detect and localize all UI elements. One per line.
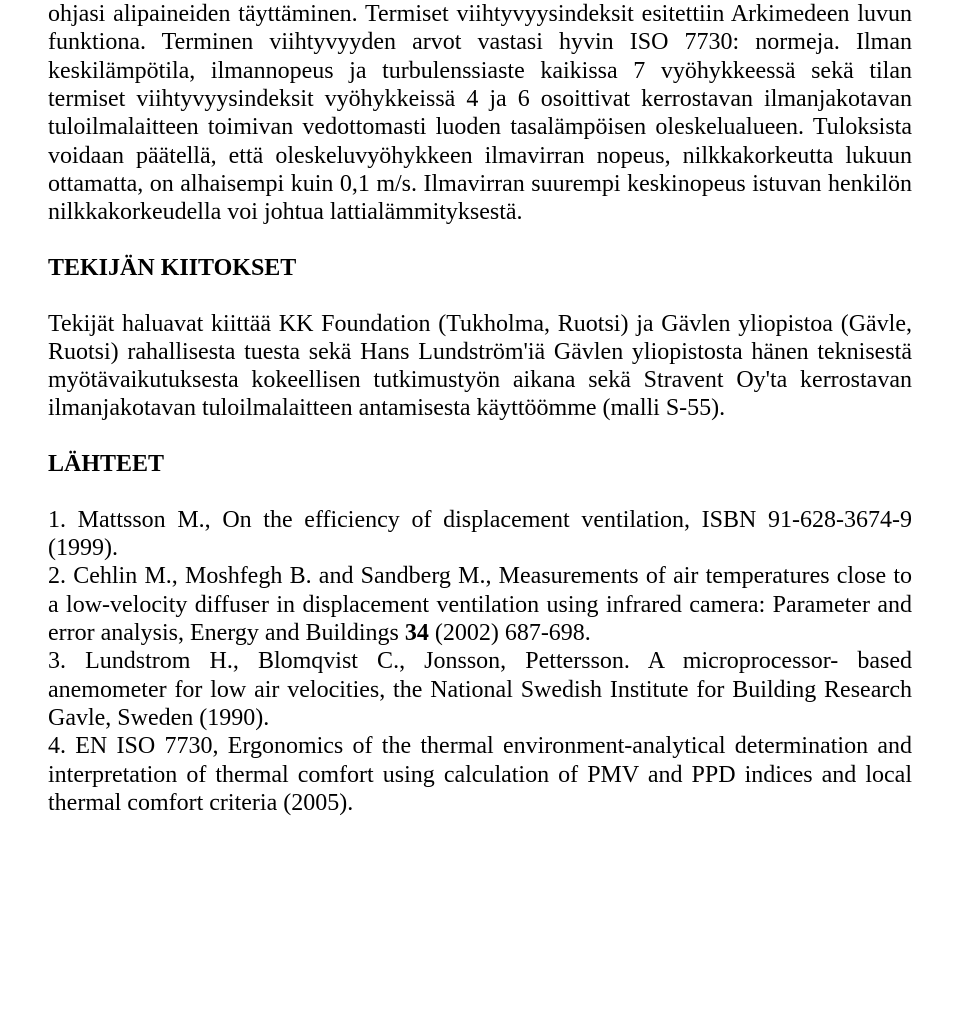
reference-1: 1. Mattsson M., On the efficiency of dis… bbox=[48, 506, 912, 563]
reference-4: 4. EN ISO 7730, Ergonomics of the therma… bbox=[48, 732, 912, 817]
paragraph-intro: ohjasi alipaineiden täyttäminen. Termise… bbox=[48, 0, 912, 227]
paragraph-acknowledgements: Tekijät haluavat kiittää KK Foundation (… bbox=[48, 310, 912, 423]
reference-2: 2. Cehlin M., Moshfegh B. and Sandberg M… bbox=[48, 562, 912, 647]
references-block: 1. Mattsson M., On the efficiency of dis… bbox=[48, 506, 912, 817]
reference-2-text-b: (2002) 687-698. bbox=[429, 620, 591, 646]
reference-2-volume: 34 bbox=[405, 620, 429, 646]
reference-3: 3. Lundstrom H., Blomqvist C., Jonsson, … bbox=[48, 647, 912, 732]
heading-references: LÄHTEET bbox=[48, 451, 912, 478]
heading-acknowledgements: TEKIJÄN KIITOKSET bbox=[48, 255, 912, 282]
document-page: ohjasi alipaineiden täyttäminen. Termise… bbox=[0, 0, 960, 857]
